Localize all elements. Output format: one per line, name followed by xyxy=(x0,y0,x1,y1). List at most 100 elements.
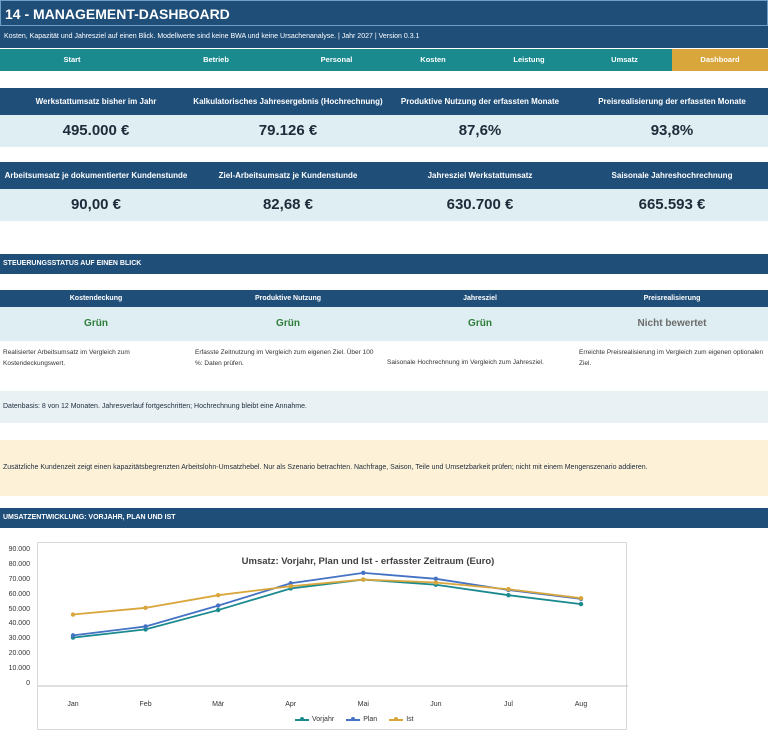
data-point xyxy=(288,584,293,589)
y-tick-label: 20.000 xyxy=(8,650,30,658)
revenue-chart: 0 10.000 20.000 30.000 40.000 50.000 60.000 70.… xyxy=(0,536,630,732)
data-point xyxy=(215,603,221,608)
y-tick-label: 30.000 xyxy=(8,635,30,643)
series-vorjahr xyxy=(70,577,584,640)
legend-swatch xyxy=(346,717,361,721)
data-point xyxy=(70,612,76,617)
scenario-hint-note: Zusätzliche Kundenzeit zeigt einen kapaz… xyxy=(0,440,768,496)
y-tick-label: 50.000 xyxy=(8,605,30,613)
data-point xyxy=(578,595,584,601)
data-point xyxy=(70,633,76,638)
x-tick-label: Feb xyxy=(139,701,152,708)
status-description: Realisierter Arbeitsumsatz im Vergleich … xyxy=(0,341,192,383)
kpi-value: 79.126 € xyxy=(258,122,318,139)
status-values: Grün Grün Grün Nicht bewertet xyxy=(0,307,768,341)
status-description-text: Erfasste Zeitnutzung im Vergleich zum ei… xyxy=(195,349,374,367)
legend-label: Ist xyxy=(406,716,414,723)
data-point xyxy=(361,570,366,576)
tab-start[interactable]: Start xyxy=(63,55,81,64)
kpi-row1-headers: Werkstattumsatz bisher im Jahr Kalkulato… xyxy=(0,88,768,115)
x-tick-label: Jul xyxy=(503,701,513,708)
x-tick-label: Jan xyxy=(67,701,79,708)
status-description-text: Saisonale Hochrechnung im Vergleich zum … xyxy=(387,358,544,366)
nav-tabs: Start Betrieb Personal Kosten Leistung U… xyxy=(0,49,768,71)
y-tick-label: 90.000 xyxy=(8,546,30,553)
x-tick-label: Mai xyxy=(357,701,369,708)
data-point xyxy=(578,601,584,607)
status-description: Erreichte Preisrealisierung im Vergleich… xyxy=(576,341,768,383)
status-description: Saisonale Hochrechnung im Vergleich zum … xyxy=(384,341,576,383)
data-point xyxy=(506,587,511,592)
status-badge: Grün xyxy=(276,318,300,329)
kpi-value: 87,6% xyxy=(458,122,502,139)
page-title: 14 - MANAGEMENT-DASHBOARD xyxy=(0,0,768,26)
kpi-label: Saisonale Jahreshochrechnung xyxy=(611,171,733,180)
data-point xyxy=(143,624,148,629)
y-tick-label: 70.000 xyxy=(8,575,30,583)
data-point xyxy=(433,580,439,585)
x-tick-label: Mär xyxy=(212,701,225,708)
kpi-label: Arbeitsumsatz je dokumentierter Kundenst… xyxy=(4,171,188,180)
chart-legend: Vorjahr Plan Ist xyxy=(295,716,414,723)
kpi-value: 630.700 € xyxy=(446,196,514,213)
kpi-value: 82,68 € xyxy=(262,196,314,213)
data-point xyxy=(143,605,148,611)
y-tick-label: 80.000 xyxy=(8,560,30,568)
legend-swatch xyxy=(295,717,309,721)
kpi-row1-values: 495.000 € 79.126 € 87,6% 93,8% xyxy=(0,115,768,147)
kpi-label: Werkstattumsatz bisher im Jahr xyxy=(35,97,157,106)
tab-dashboard[interactable]: Dashboard xyxy=(672,49,768,71)
tab-kosten[interactable]: Kosten xyxy=(420,55,446,64)
tab-leistung[interactable]: Leistung xyxy=(513,55,545,64)
status-descriptions: Realisierter Arbeitsumsatz im Vergleich … xyxy=(0,341,768,383)
y-tick-label: 10.000 xyxy=(8,665,30,673)
x-tick-label: Aug xyxy=(574,701,588,708)
section-revenue-title: UMSATZENTWICKLUNG: VORJAHR, PLAN UND IST xyxy=(0,508,768,528)
status-badge: Grün xyxy=(84,318,108,329)
legend-label: Vorjahr xyxy=(312,716,335,723)
kpi-label: Preisrealisierung der erfassten Monate xyxy=(598,97,746,106)
y-tick-label: 0 xyxy=(26,680,30,687)
data-basis-note: Datenbasis: 8 von 12 Monaten. Jahresverl… xyxy=(0,391,768,423)
kpi-row2-values: 90,00 € 82,68 € 630.700 € 665.593 € xyxy=(0,189,768,221)
series-line xyxy=(72,578,582,616)
status-description-text: Realisierter Arbeitsumsatz im Vergleich … xyxy=(3,349,130,367)
data-point xyxy=(433,576,439,581)
legend-item-ist: Ist xyxy=(389,716,414,723)
kpi-value: 90,00 € xyxy=(70,196,122,213)
x-tick-label: Jun xyxy=(430,701,442,708)
status-description: Erfasste Zeitnutzung im Vergleich zum ei… xyxy=(192,341,384,383)
status-description-text: Erreichte Preisrealisierung im Vergleich… xyxy=(579,349,764,367)
y-tick-label: 40.000 xyxy=(8,620,30,628)
chart-plot xyxy=(38,570,628,687)
kpi-label: Jahresziel Werkstattumsatz xyxy=(427,171,533,180)
kpi-label: Ziel-Arbeitsumsatz je Kundenstunde xyxy=(218,171,358,180)
status-header: Jahresziel xyxy=(463,295,497,302)
kpi-label: Kalkulatorisches Jahresergebnis (Hochrec… xyxy=(193,97,383,106)
chart-area: Umsatz: Vorjahr, Plan und Ist - erfasste… xyxy=(37,542,628,730)
data-point xyxy=(506,592,511,598)
status-headers: Kostendeckung Produktive Nutzung Jahresz… xyxy=(0,290,768,307)
legend-swatch xyxy=(389,717,404,721)
legend-item-plan: Plan xyxy=(346,716,377,723)
tab-personal[interactable]: Personal xyxy=(320,55,353,64)
tab-betrieb[interactable]: Betrieb xyxy=(203,55,229,64)
kpi-value: 93,8% xyxy=(650,122,694,139)
data-point xyxy=(215,592,221,598)
y-tick-label: 60.000 xyxy=(8,590,30,598)
status-badge: Grün xyxy=(468,318,492,329)
legend-label: Plan xyxy=(363,716,378,723)
tab-umsatz[interactable]: Umsatz xyxy=(611,55,638,64)
status-badge: Nicht bewertet xyxy=(637,318,707,329)
status-header: Produktive Nutzung xyxy=(254,295,322,302)
data-point xyxy=(215,607,221,613)
series-line xyxy=(72,578,582,639)
series-plan xyxy=(70,570,584,638)
kpi-row2-headers: Arbeitsumsatz je dokumentierter Kundenst… xyxy=(0,162,768,189)
chart-title: Umsatz: Vorjahr, Plan und Ist - erfasste… xyxy=(241,556,495,567)
legend-item-vorjahr: Vorjahr xyxy=(295,716,334,723)
data-point xyxy=(361,577,366,582)
status-header: Preisrealisierung xyxy=(643,295,701,302)
page-subtitle: Kosten, Kapazität und Jahresziel auf ein… xyxy=(0,26,768,48)
kpi-label: Produktive Nutzung der erfassten Monate xyxy=(400,97,560,106)
